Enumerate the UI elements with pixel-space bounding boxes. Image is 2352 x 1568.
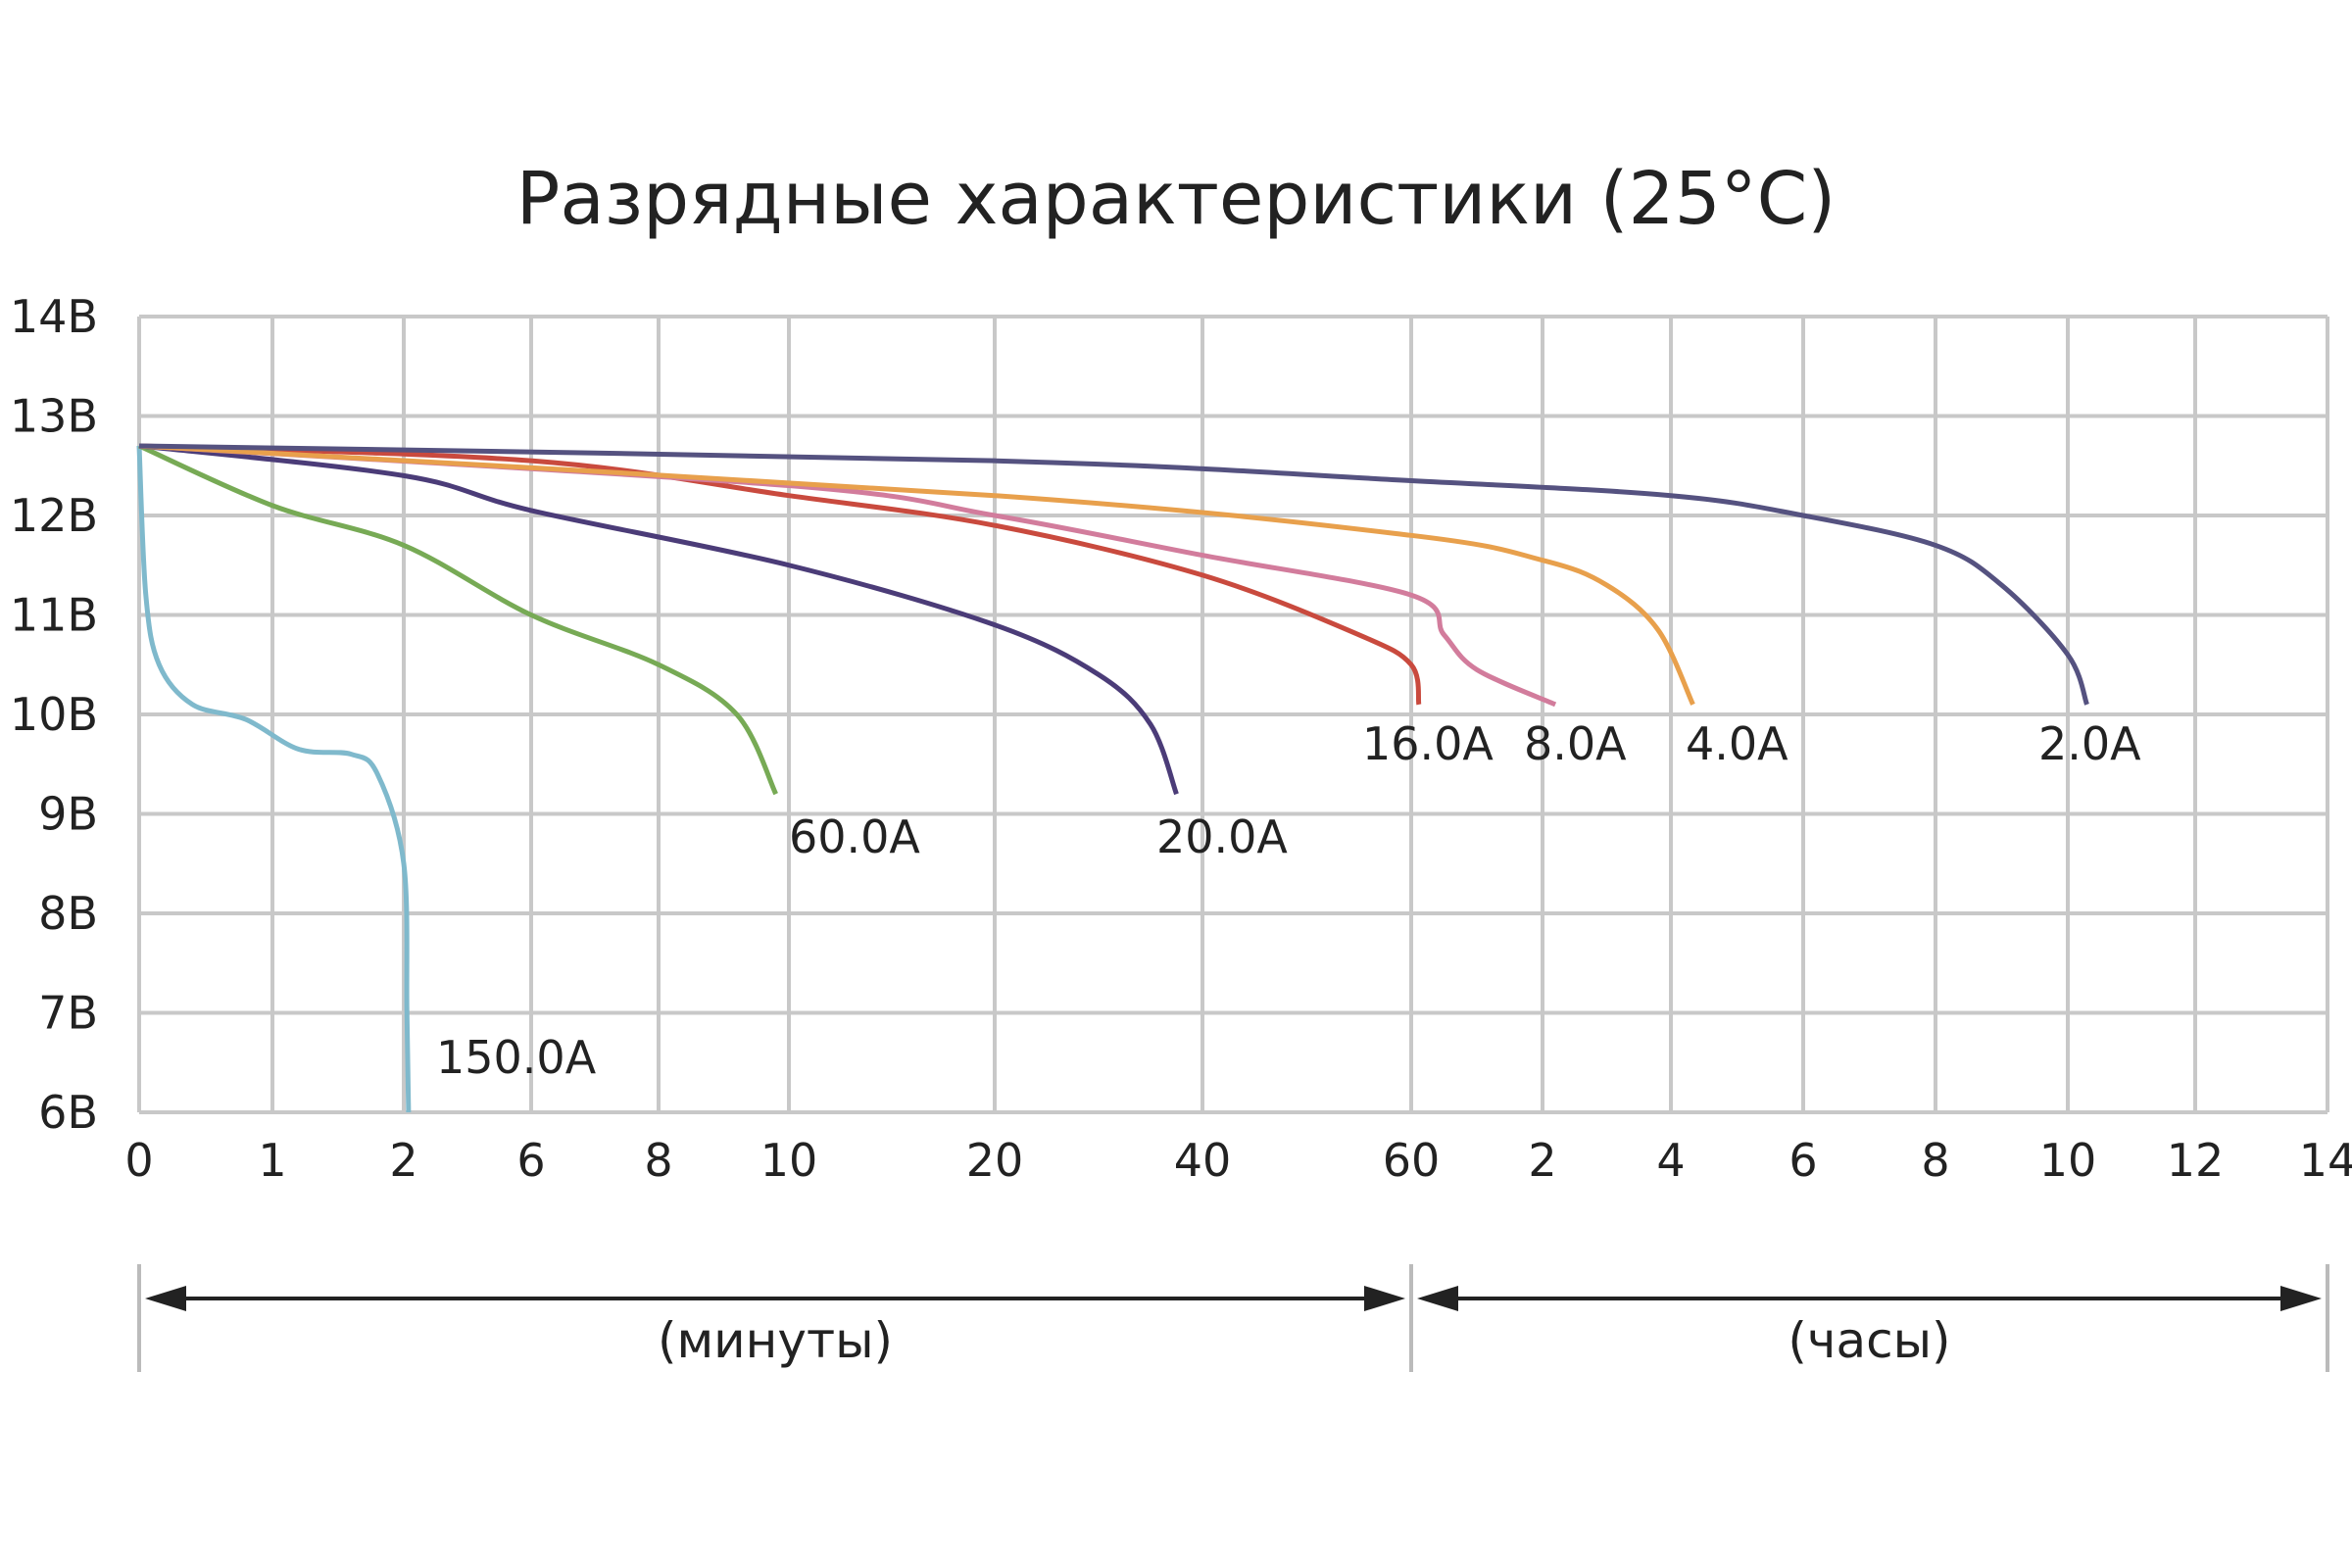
- series-group: [136, 443, 2089, 1113]
- x-tick-label: 6: [1788, 1134, 1817, 1187]
- y-tick-label: 13В: [10, 390, 98, 443]
- x-tick-label: 2: [1528, 1134, 1556, 1187]
- range-arrows: (минуты) (часы): [137, 1264, 2329, 1372]
- x-tick-label: 1: [258, 1134, 286, 1187]
- range-arrow-head: [2280, 1286, 2322, 1311]
- x-tick-label: 40: [1174, 1134, 1232, 1187]
- y-tick-label: 9В: [38, 788, 98, 841]
- y-tick-label: 14В: [10, 290, 98, 343]
- y-tick-label: 12В: [10, 489, 98, 542]
- range-arrow-head: [1364, 1286, 1405, 1311]
- series-line: [138, 443, 1695, 706]
- range-arrow-head: [1417, 1286, 1458, 1311]
- series-labels: 150.0A 60.0A 20.0A 16.0A 8.0A 4.0A 2.0A: [436, 717, 2141, 1084]
- x-tick-label: 10: [2039, 1134, 2097, 1187]
- x-tick-label: 10: [760, 1134, 818, 1187]
- series-label: 150.0A: [436, 1031, 597, 1084]
- series-label: 16.0A: [1362, 717, 1494, 770]
- series-line: [136, 445, 412, 1113]
- x-tick-label: 6: [516, 1134, 545, 1187]
- series-line: [138, 443, 1422, 706]
- x-tick-label: 20: [966, 1134, 1024, 1187]
- series-label: 8.0A: [1524, 717, 1627, 770]
- x-tick-label: 0: [124, 1134, 153, 1187]
- grid: [137, 315, 2329, 1114]
- x-tick-label: 4: [1656, 1134, 1685, 1187]
- x-tick-label: 8: [1921, 1134, 1949, 1187]
- y-tick-label: 8В: [38, 887, 98, 940]
- x-tick-label: 12: [2167, 1134, 2225, 1187]
- y-tick-label: 7В: [38, 987, 98, 1040]
- x-tick-label: 8: [644, 1134, 672, 1187]
- series-line: [137, 443, 778, 796]
- series-label: 2.0A: [2038, 717, 2141, 770]
- x-tick-label: 2: [389, 1134, 417, 1187]
- series-line: [138, 443, 2089, 706]
- series-label: 20.0A: [1156, 810, 1288, 863]
- range-arrow-head: [145, 1286, 186, 1311]
- y-tick-label: 6В: [38, 1086, 98, 1139]
- chart-title: Разрядные характеристики (25°C): [515, 157, 1837, 241]
- y-tick-label: 10В: [10, 688, 98, 741]
- y-tick-label: 11В: [10, 589, 98, 642]
- series-line: [138, 443, 1179, 796]
- x-tick-label: 60: [1383, 1134, 1441, 1187]
- series-label: 4.0A: [1686, 717, 1788, 770]
- range-label: (минуты): [658, 1312, 893, 1369]
- series-label: 60.0A: [789, 810, 920, 863]
- range-label: (часы): [1788, 1312, 1950, 1369]
- x-tick-label: 14: [2299, 1134, 2352, 1187]
